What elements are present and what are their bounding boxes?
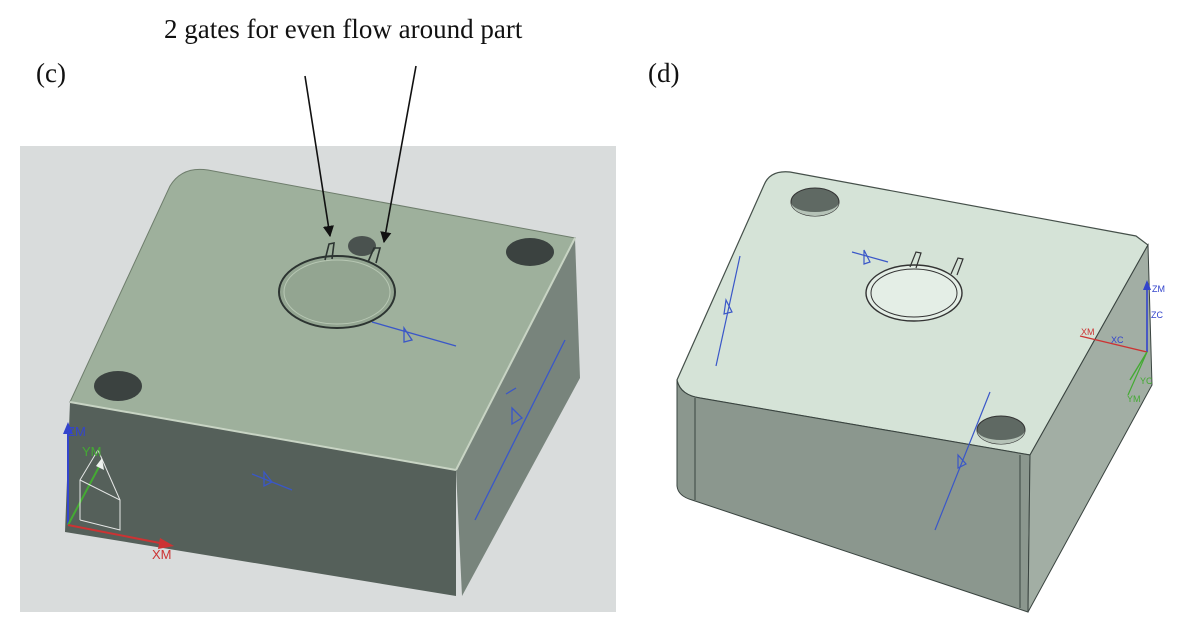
csys-planes-c <box>79 449 121 531</box>
yc-label-d: YC <box>1140 376 1153 386</box>
right-face-d <box>1027 243 1153 613</box>
panel-d: ZM ZC XM XC YC YM <box>676 171 1165 613</box>
sketch-lines-c <box>251 321 566 521</box>
ym-label-c: YM <box>82 444 102 459</box>
mold-block-d: ZM ZC XM XC YC YM <box>676 171 1165 613</box>
zc-label-d: ZC <box>1151 310 1163 320</box>
z-arrow-d <box>1143 280 1151 290</box>
xc-label-d: XC <box>1111 335 1124 345</box>
hole-d-back-left-shade <box>791 202 839 216</box>
gate-arrow-right <box>380 65 417 244</box>
part-cavity-c <box>278 255 396 329</box>
xm-label-d: XM <box>1081 327 1095 337</box>
gate-left-c <box>324 241 335 261</box>
y-axis-c <box>67 464 101 526</box>
panel-label-d: (d) <box>648 58 680 88</box>
panel-c: ZM YM XM <box>20 65 616 612</box>
axis-triad-c: ZM YM XM <box>63 422 174 562</box>
right-edge-c <box>455 237 576 471</box>
part-cavity-inner-d <box>870 268 958 318</box>
axis-triad-d: ZM ZC XM XC YC YM <box>1079 280 1165 404</box>
ym-label-d: YM <box>1127 394 1141 404</box>
xm-label-c: XM <box>152 547 172 562</box>
y-arrow-c <box>96 458 104 470</box>
gate-arrow-left <box>304 75 334 238</box>
gate-right-c <box>367 247 382 264</box>
x-axis-d <box>1079 335 1148 353</box>
hole-c-center <box>348 236 376 256</box>
hole-c-front-left <box>94 371 142 401</box>
y-axis-d <box>1129 351 1148 381</box>
sketch-lines-d <box>715 249 991 531</box>
z-arrow-c <box>63 422 73 434</box>
hole-c-back-right <box>506 238 554 266</box>
part-cavity-d <box>865 264 963 322</box>
x-axis-c <box>67 524 171 546</box>
hole-d-front-right-shade <box>977 430 1025 444</box>
gate-right-d <box>950 257 964 276</box>
zm-label-c: ZM <box>67 424 86 439</box>
x-arrow-c <box>158 538 174 549</box>
mold-block-c: ZM YM XM <box>63 168 580 596</box>
right-face-c <box>456 238 580 596</box>
front-edge-c <box>69 401 457 471</box>
gate-left-d <box>909 251 922 269</box>
ym-axis-d <box>1127 351 1148 396</box>
zm-label-d: ZM <box>1152 284 1165 294</box>
panel-label-c: (c) <box>36 58 66 88</box>
gates-annotation: 2 gates for even flow around part <box>164 14 523 44</box>
part-cavity-inner-c <box>283 259 391 325</box>
